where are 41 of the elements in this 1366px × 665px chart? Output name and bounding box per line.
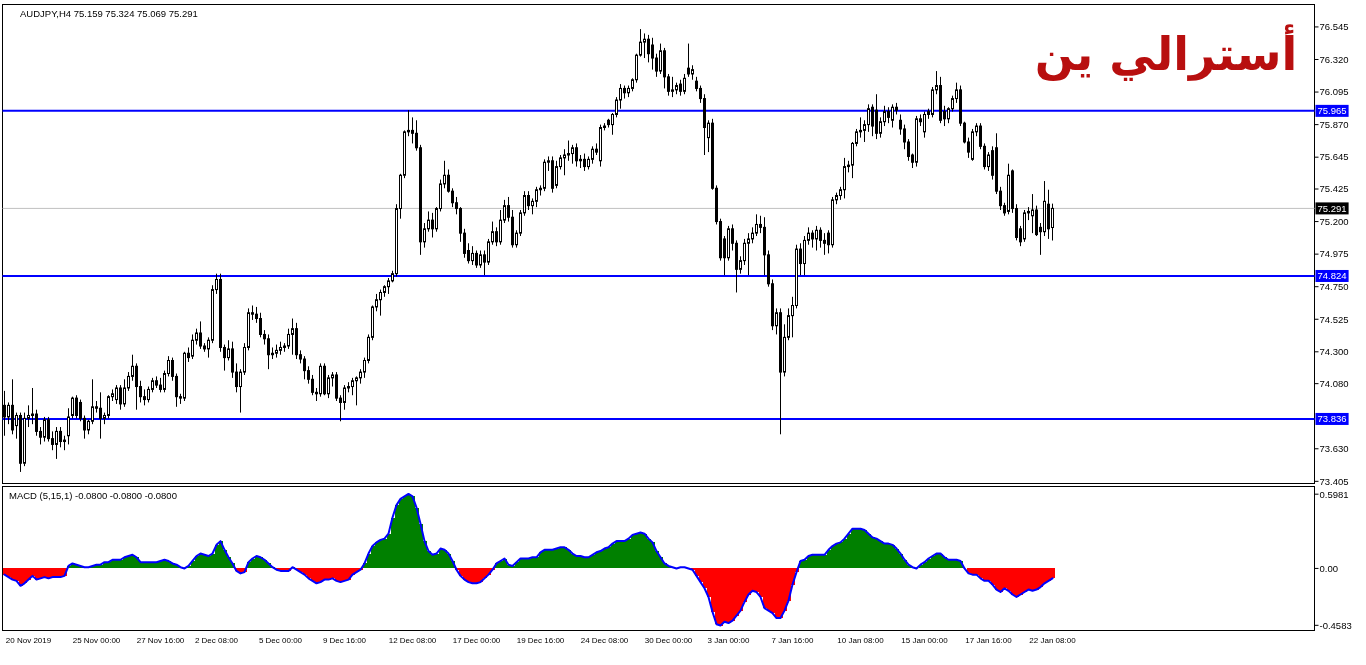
x-tick-label: 9 Dec 16:00 [322,636,367,645]
x-tick-label: 27 Nov 16:00 [136,636,185,645]
x-tick-label: 10 Jan 08:00 [837,636,885,645]
ref-line-label: 74.824 [1317,270,1347,282]
chart-title: AUDJPY,H4 75.159 75.324 75.069 75.291 [20,8,198,19]
y-tick-label: 0.5981 [1319,488,1349,500]
chart-title: MACD (5,15,1) -0.0800 -0.0800 -0.0800 [9,489,177,501]
annotation: أسترالي ين [1034,24,1298,81]
x-tick-label: 25 Nov 00:00 [72,636,121,645]
y-tick-label: 73.405 [1319,475,1349,487]
y-tick-label: 0.00 [1319,562,1338,574]
x-tick-label: 7 Jan 16:00 [771,636,814,645]
y-tick-label: 75.870 [1319,118,1349,130]
x-tick-label: 30 Dec 00:00 [644,636,693,645]
x-tick-label: 19 Dec 16:00 [516,636,565,645]
y-tick-label: 74.750 [1319,281,1349,293]
x-tick-label: 12 Dec 08:00 [388,636,437,645]
y-tick-label: 73.630 [1319,443,1349,455]
x-tick-label: 3 Jan 00:00 [707,636,750,645]
ref-line-label: 75.965 [1317,105,1347,117]
x-tick-label: 15 Jan 00:00 [901,636,949,645]
x-tick-label: 22 Jan 08:00 [1029,636,1077,645]
y-tick-label: 76.095 [1319,86,1349,98]
x-tick-label: 17 Dec 00:00 [452,636,501,645]
x-tick-label: 24 Dec 08:00 [580,636,629,645]
ref-line-label: 75.291 [1317,202,1347,214]
y-tick-label: 76.545 [1319,21,1349,33]
y-tick-label: 75.200 [1319,215,1349,227]
y-tick-label: 74.300 [1319,346,1349,358]
y-tick-label: 74.080 [1319,377,1349,389]
x-tick-label: 2 Dec 08:00 [194,636,239,645]
y-tick-label: 74.975 [1319,248,1349,260]
y-tick-label: 75.425 [1319,183,1349,195]
x-tick-label: 5 Dec 00:00 [258,636,303,645]
y-tick-label: 76.320 [1319,53,1349,65]
y-tick-label: 74.525 [1319,313,1349,325]
ref-line-label: 73.836 [1317,413,1347,425]
x-tick-label: 17 Jan 16:00 [965,636,1013,645]
y-tick-label: -0.4583 [1319,619,1352,631]
x-tick-label: 20 Nov 2019 [5,636,52,645]
y-tick-label: 75.645 [1319,151,1349,163]
